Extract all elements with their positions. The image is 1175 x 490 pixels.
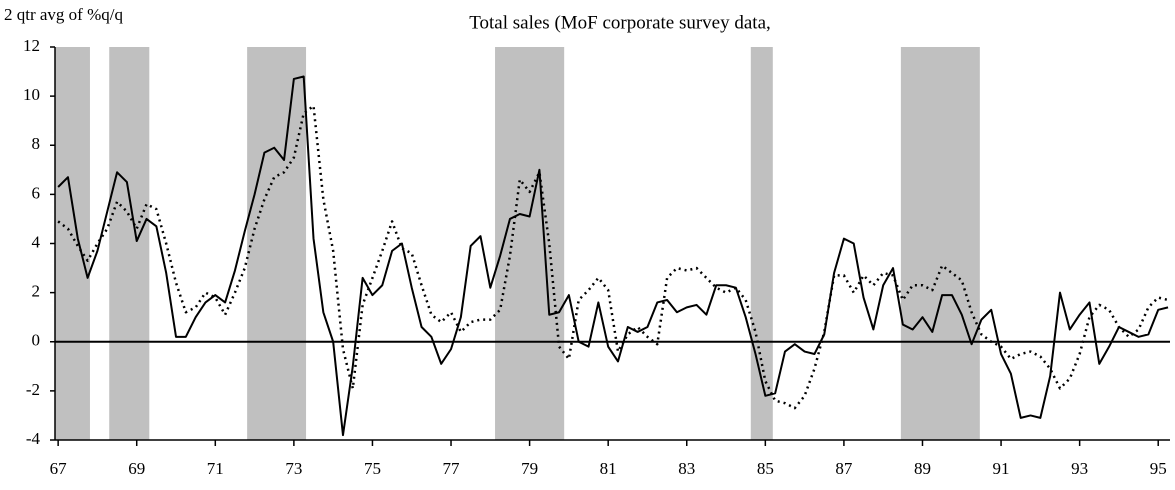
chart-title: Total sales (MoF corporate survey data,: [469, 12, 771, 33]
x-tick-label: 83: [678, 459, 695, 478]
y-tick-label: 10: [23, 85, 40, 104]
x-tick-label: 79: [521, 459, 538, 478]
y-axis-label: 2 qtr avg of %q/q: [4, 5, 123, 24]
x-tick-label: 81: [600, 459, 617, 478]
x-tick-label: 69: [128, 459, 145, 478]
x-tick-label: 67: [50, 459, 68, 478]
x-tick-label: 93: [1071, 459, 1088, 478]
y-tick-label: 12: [23, 36, 40, 55]
y-tick-label: 4: [32, 232, 41, 251]
series-line: [57, 75, 1169, 437]
y-tick-label: 6: [32, 183, 41, 202]
x-tick-label: 89: [914, 459, 931, 478]
x-tick-label: 85: [757, 459, 774, 478]
shaded-period: [55, 47, 90, 440]
series-line: [57, 104, 1169, 410]
x-tick-label: 73: [285, 459, 302, 478]
x-tick-label: 87: [835, 459, 853, 478]
y-tick-label: 8: [32, 134, 41, 153]
x-tick-label: 71: [207, 459, 224, 478]
x-tick-label: 75: [364, 459, 381, 478]
shaded-period: [900, 47, 980, 440]
x-tick-label: 91: [993, 459, 1010, 478]
shaded-period: [495, 47, 565, 440]
y-tick-label: -4: [26, 429, 41, 448]
y-tick-label: 2: [32, 282, 41, 301]
shaded-period: [109, 47, 150, 440]
y-tick-label: -2: [26, 380, 40, 399]
shaded-period: [247, 47, 307, 440]
x-tick-label: 95: [1150, 459, 1167, 478]
x-tick-label: 77: [443, 459, 461, 478]
y-tick-label: 0: [32, 331, 41, 350]
